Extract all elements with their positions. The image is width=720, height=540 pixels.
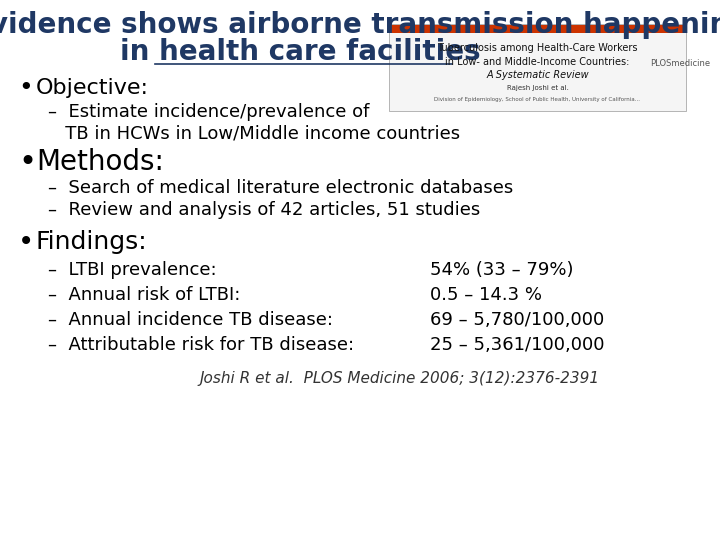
Text: Rajesh Joshi et al.: Rajesh Joshi et al. (507, 85, 568, 91)
Text: 54% (33 – 79%): 54% (33 – 79%) (430, 261, 574, 279)
Text: –  Search of medical literature electronic databases: – Search of medical literature electroni… (48, 179, 513, 197)
Text: Findings:: Findings: (36, 230, 148, 254)
Text: PLOSmedicine: PLOSmedicine (650, 59, 710, 69)
Text: A Systematic Review: A Systematic Review (486, 70, 589, 80)
Text: Tuberculosis among Health-Care Workers: Tuberculosis among Health-Care Workers (437, 43, 638, 53)
Text: Objective:: Objective: (36, 78, 149, 98)
Text: •: • (18, 147, 36, 177)
Text: in health care facilities: in health care facilities (120, 38, 480, 66)
Text: –  LTBI prevalence:: – LTBI prevalence: (48, 261, 217, 279)
FancyBboxPatch shape (390, 25, 685, 33)
Text: Division of Epidemiology, School of Public Health, University of California...: Division of Epidemiology, School of Publ… (434, 98, 641, 103)
Text: •: • (18, 76, 32, 100)
Text: in Low- and Middle-Income Countries:: in Low- and Middle-Income Countries: (445, 57, 630, 67)
FancyBboxPatch shape (389, 24, 686, 111)
Text: TB in HCWs in Low/Middle income countries: TB in HCWs in Low/Middle income countrie… (48, 124, 460, 142)
Text: –  Annual risk of LTBI:: – Annual risk of LTBI: (48, 286, 240, 304)
Text: –  Attributable risk for TB disease:: – Attributable risk for TB disease: (48, 336, 354, 354)
Text: Methods:: Methods: (36, 148, 164, 176)
Text: •: • (18, 228, 35, 256)
Text: Joshi R et al.  PLOS Medicine 2006; 3(12):2376-2391: Joshi R et al. PLOS Medicine 2006; 3(12)… (200, 370, 600, 386)
Text: 0.5 – 14.3 %: 0.5 – 14.3 % (430, 286, 542, 304)
Text: Evidence shows airborne transmission happening: Evidence shows airborne transmission hap… (0, 11, 720, 39)
Text: 69 – 5,780/100,000: 69 – 5,780/100,000 (430, 311, 604, 329)
Text: –  Review and analysis of 42 articles, 51 studies: – Review and analysis of 42 articles, 51… (48, 201, 480, 219)
Text: 25 – 5,361/100,000: 25 – 5,361/100,000 (430, 336, 605, 354)
Text: –  Estimate incidence/prevalence of: – Estimate incidence/prevalence of (48, 103, 369, 121)
Text: –  Annual incidence TB disease:: – Annual incidence TB disease: (48, 311, 333, 329)
